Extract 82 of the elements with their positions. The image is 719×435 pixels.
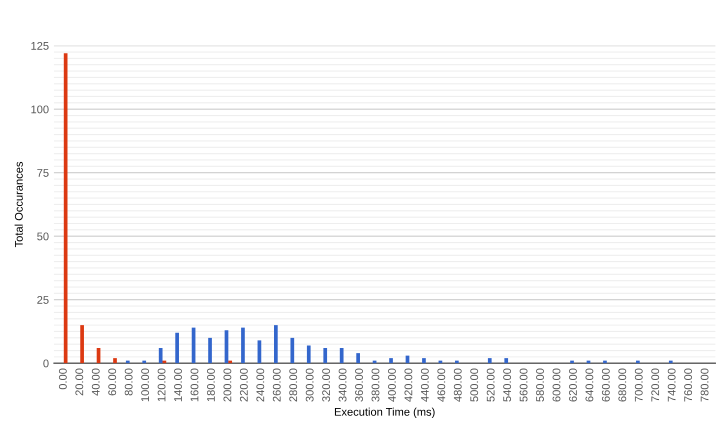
bar — [241, 328, 245, 364]
bar — [113, 358, 117, 364]
x-tick-label: 280.00 — [289, 368, 298, 402]
x-tick-label: 80.00 — [124, 368, 133, 396]
x-tick-label: 420.00 — [404, 368, 412, 402]
bar — [422, 358, 426, 364]
x-tick-label: 760.00 — [684, 368, 692, 402]
bar — [126, 360, 130, 364]
bar — [603, 360, 607, 364]
bar — [488, 358, 492, 364]
x-tick-label: 380.00 — [372, 368, 380, 402]
x-tick-label: 300.00 — [306, 368, 314, 402]
bar — [162, 360, 166, 364]
bar — [356, 353, 360, 364]
x-tick-label: 240.00 — [256, 368, 264, 402]
x-tick-label: 600.00 — [552, 368, 560, 402]
x-axis-title: Execution Time (ms) — [334, 408, 435, 418]
x-tick-label: 660.00 — [602, 368, 610, 402]
bar — [389, 358, 393, 364]
bar — [175, 332, 179, 364]
bar — [306, 345, 311, 364]
x-tick-label: 40.00 — [92, 368, 100, 396]
x-tick-label: 680.00 — [618, 368, 626, 402]
bar — [586, 360, 590, 364]
x-tick-label: 740.00 — [668, 368, 676, 402]
x-tick-label: 260.00 — [272, 368, 281, 402]
bar — [142, 360, 146, 364]
bar — [668, 360, 673, 364]
x-tick-label: 440.00 — [420, 368, 429, 402]
y-tick-label: 75 — [37, 169, 49, 177]
bar — [208, 338, 212, 364]
x-tick-label: 220.00 — [240, 368, 248, 402]
x-tick-label: 180.00 — [207, 368, 215, 402]
bar — [258, 340, 262, 364]
y-tick-label: 25 — [37, 296, 49, 304]
x-tick-label: 400.00 — [388, 368, 396, 402]
x-tick-label: 540.00 — [503, 368, 512, 402]
x-tick-label: 500.00 — [470, 368, 478, 402]
x-tick-label: 620.00 — [569, 368, 577, 402]
y-tick-label: 100 — [31, 105, 49, 114]
bar — [570, 360, 574, 364]
bar — [504, 358, 508, 364]
bar — [228, 360, 232, 364]
x-tick-label: 780.00 — [700, 368, 709, 402]
x-tick-label: 20.00 — [75, 368, 84, 396]
bar — [455, 360, 459, 364]
x-tick-label: 640.00 — [585, 368, 594, 402]
x-tick-label: 60.00 — [108, 368, 116, 396]
x-tick-label: 340.00 — [338, 368, 347, 402]
bar — [224, 330, 228, 364]
x-tick-label: 120.00 — [158, 368, 166, 402]
x-tick-label: 0.00 — [58, 368, 67, 390]
bar — [192, 328, 196, 364]
bar — [340, 348, 344, 364]
y-axis-title: Total Occurances — [14, 162, 23, 248]
bar — [636, 360, 640, 364]
x-tick-label: 700.00 — [634, 368, 643, 402]
x-tick-label: 360.00 — [355, 368, 363, 402]
x-tick-label: 460.00 — [437, 368, 446, 402]
x-tick-label: 720.00 — [651, 368, 660, 402]
bar — [372, 360, 376, 364]
x-tick-label: 200.00 — [223, 368, 232, 402]
x-tick-label: 160.00 — [190, 368, 198, 402]
bar — [274, 325, 278, 364]
bar — [96, 348, 100, 364]
x-tick-label: 320.00 — [322, 368, 330, 402]
bar — [64, 53, 68, 364]
bar — [158, 348, 163, 364]
x-tick-label: 100.00 — [141, 368, 150, 402]
bar — [323, 348, 328, 364]
bar — [406, 356, 410, 364]
bar — [80, 325, 84, 364]
y-tick-label: 0 — [43, 359, 49, 368]
x-tick-label: 580.00 — [536, 368, 544, 402]
y-tick-label: 50 — [37, 232, 49, 240]
bar — [438, 360, 442, 364]
bar — [290, 338, 294, 364]
y-tick-label: 125 — [31, 42, 49, 50]
x-tick-label: 480.00 — [454, 368, 462, 402]
x-tick-label: 560.00 — [520, 368, 528, 402]
x-tick-label: 140.00 — [174, 368, 182, 402]
x-tick-label: 520.00 — [486, 368, 495, 402]
